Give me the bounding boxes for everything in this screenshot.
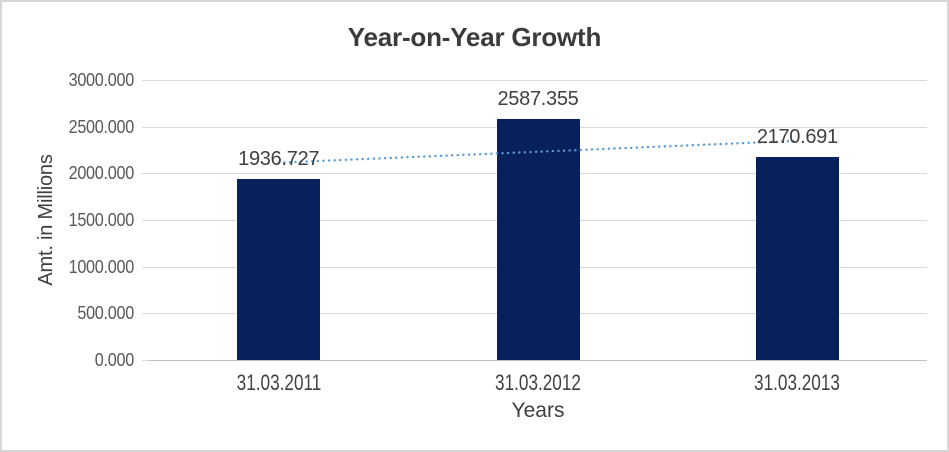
y-axis-tick-mark — [142, 126, 149, 128]
y-axis-tick-label: 0.000 — [94, 350, 134, 370]
y-axis-tick-label: 2500.000 — [68, 116, 135, 137]
x-axis-tick-label: 31.03.2011 — [236, 370, 321, 395]
y-axis-tick-label: 3000.000 — [68, 70, 135, 90]
y-axis-tick-mark — [142, 313, 149, 315]
data-label: 2587.355 — [497, 87, 579, 110]
data-label: 1936.727 — [238, 148, 320, 171]
bar-31.03.2011 — [237, 179, 321, 360]
x-axis-tick-label: 31.03.2012 — [495, 370, 581, 395]
x-axis-title: Years — [511, 399, 565, 422]
y-axis-tick-label: 1000.000 — [68, 256, 135, 277]
y-axis-tick-label: 500.000 — [77, 303, 134, 324]
bar-31.03.2012 — [496, 118, 580, 360]
data-label: 2170.691 — [756, 126, 838, 149]
y-axis-tick-mark — [142, 220, 149, 221]
y-axis-tick-label: 1500.000 — [68, 210, 135, 230]
gridline — [149, 80, 927, 81]
chart-title: Year-on-Year Growth — [347, 22, 602, 52]
y-axis-tick-mark — [142, 360, 149, 361]
x-axis-line — [149, 360, 927, 361]
y-axis-tick-label: 2000.000 — [68, 163, 135, 184]
x-axis-tick-label: 31.03.2013 — [754, 370, 841, 395]
y-axis-tick-mark — [142, 266, 149, 268]
y-axis-tick-mark — [142, 173, 149, 175]
bar-31.03.2013 — [755, 157, 839, 360]
y-axis-tick-mark — [142, 80, 149, 81]
